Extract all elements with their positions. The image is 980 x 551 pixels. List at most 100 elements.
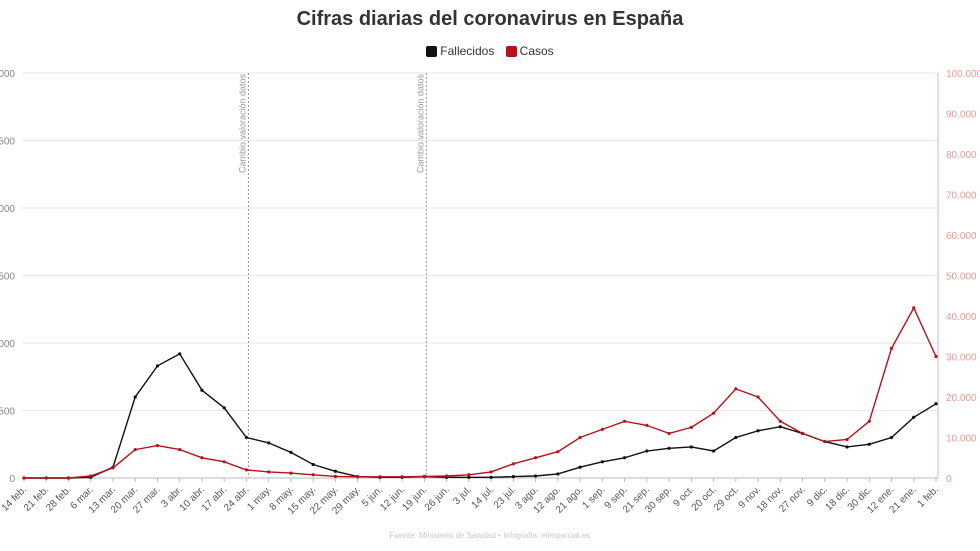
data-point-cases	[133, 448, 137, 452]
data-point-deaths	[756, 429, 760, 433]
data-point-cases	[734, 387, 738, 391]
data-point-deaths	[689, 445, 693, 449]
data-point-cases	[600, 427, 604, 431]
data-point-cases	[44, 476, 48, 480]
data-point-deaths	[600, 460, 604, 464]
legend: Fallecidos Casos	[0, 44, 980, 60]
y-left-tick-label: 000	[0, 69, 15, 80]
data-point-cases	[511, 462, 515, 466]
source-note: Fuente: Ministerio de Sanidad • Infograf…	[389, 531, 591, 540]
data-point-cases	[356, 475, 360, 479]
data-point-deaths	[622, 456, 627, 460]
data-point-cases	[267, 470, 271, 474]
data-point-cases	[778, 419, 782, 423]
data-point-deaths	[934, 402, 938, 406]
legend-swatch-deaths	[426, 45, 438, 57]
data-point-cases	[689, 425, 693, 429]
data-point-deaths	[311, 462, 315, 467]
data-point-deaths	[778, 425, 782, 429]
y-right-tick-label: 60.000	[946, 231, 977, 242]
data-point-deaths	[222, 406, 226, 410]
data-point-deaths	[734, 435, 738, 440]
data-point-deaths	[867, 442, 871, 446]
data-point-cases	[178, 448, 182, 452]
y-left-tick-label: 0	[9, 474, 15, 485]
data-point-cases	[22, 476, 26, 480]
y-right-tick-label: 90.000	[946, 110, 977, 121]
data-point-cases	[422, 474, 426, 478]
data-point-cases	[578, 435, 582, 440]
data-point-cases	[111, 466, 115, 470]
data-point-deaths	[267, 441, 271, 445]
x-tick-label: 18 dic.	[824, 484, 853, 513]
data-point-deaths	[534, 474, 538, 478]
y-left-tick-label: 000	[0, 204, 15, 215]
data-point-deaths	[333, 469, 338, 473]
data-point-cases	[845, 437, 849, 442]
y-right-tick-label: 10.000	[946, 434, 977, 445]
data-point-cases	[289, 471, 293, 475]
x-tick-label: 1 sep.	[580, 484, 607, 511]
y-left-tick-label: 500	[0, 137, 15, 148]
annotation-label: Cambio valoración datos	[237, 73, 247, 173]
data-point-cases	[534, 456, 538, 460]
x-tick-label: 1 may.	[245, 484, 273, 512]
y-left-tick-label: 500	[0, 272, 15, 283]
data-point-deaths	[133, 395, 137, 399]
x-tick-label: 14 jul.	[470, 484, 497, 511]
x-tick-label: 28 feb.	[44, 484, 73, 513]
data-point-deaths	[711, 449, 716, 453]
y-right-tick-label: 50.000	[946, 272, 977, 283]
data-point-cases	[711, 411, 716, 415]
data-point-cases	[912, 306, 916, 310]
data-point-cases	[66, 476, 71, 480]
x-tick-label: 1 feb.	[916, 484, 941, 509]
data-point-deaths	[578, 465, 582, 469]
data-point-cases	[244, 468, 249, 472]
data-point-cases	[645, 423, 649, 427]
data-point-cases	[867, 419, 871, 423]
data-point-cases	[823, 439, 827, 444]
data-point-deaths	[289, 450, 293, 454]
data-point-cases	[89, 474, 93, 478]
data-point-cases	[311, 473, 315, 477]
y-right-tick-label: 0	[946, 474, 952, 485]
data-point-deaths	[556, 472, 560, 476]
data-point-cases	[667, 431, 671, 436]
y-right-tick-label: 70.000	[946, 191, 977, 202]
data-point-cases	[622, 419, 627, 423]
data-point-deaths	[511, 475, 515, 479]
data-point-deaths	[912, 415, 916, 419]
data-point-cases	[222, 460, 226, 464]
legend-label-cases: Casos	[519, 44, 554, 58]
data-point-cases	[378, 475, 382, 479]
data-point-cases	[889, 346, 894, 350]
data-point-cases	[800, 431, 805, 436]
x-tick-label: 29 oct.	[712, 484, 741, 513]
data-point-cases	[400, 475, 404, 479]
y-right-tick-label: 80.000	[946, 150, 977, 161]
series-line-cases	[24, 306, 937, 479]
data-point-deaths	[889, 435, 894, 440]
x-tick-label: 24 abr.	[222, 484, 251, 513]
y-right-tick-label: 100.000	[946, 69, 980, 80]
chart-title: Cifras diarias del coronavirus en España	[296, 8, 684, 30]
data-point-deaths	[467, 475, 471, 479]
y-right-tick-label: 20.000	[946, 393, 977, 404]
y-right-tick-label: 30.000	[946, 353, 977, 364]
legend-item-deaths[interactable]: Fallecidos	[426, 44, 494, 58]
data-point-deaths	[200, 388, 204, 392]
data-point-cases	[489, 470, 493, 474]
data-point-cases	[556, 450, 560, 454]
data-point-cases	[155, 444, 160, 448]
data-point-deaths	[645, 449, 649, 453]
legend-swatch-cases	[505, 45, 517, 57]
data-point-cases	[467, 473, 471, 477]
legend-item-cases[interactable]: Casos	[505, 44, 554, 58]
data-point-cases	[934, 354, 938, 359]
data-point-cases	[445, 474, 449, 478]
annotation-label: Cambio valoración datos	[415, 73, 425, 173]
data-point-cases	[756, 395, 760, 399]
y-left-tick-label: 000	[0, 339, 15, 350]
